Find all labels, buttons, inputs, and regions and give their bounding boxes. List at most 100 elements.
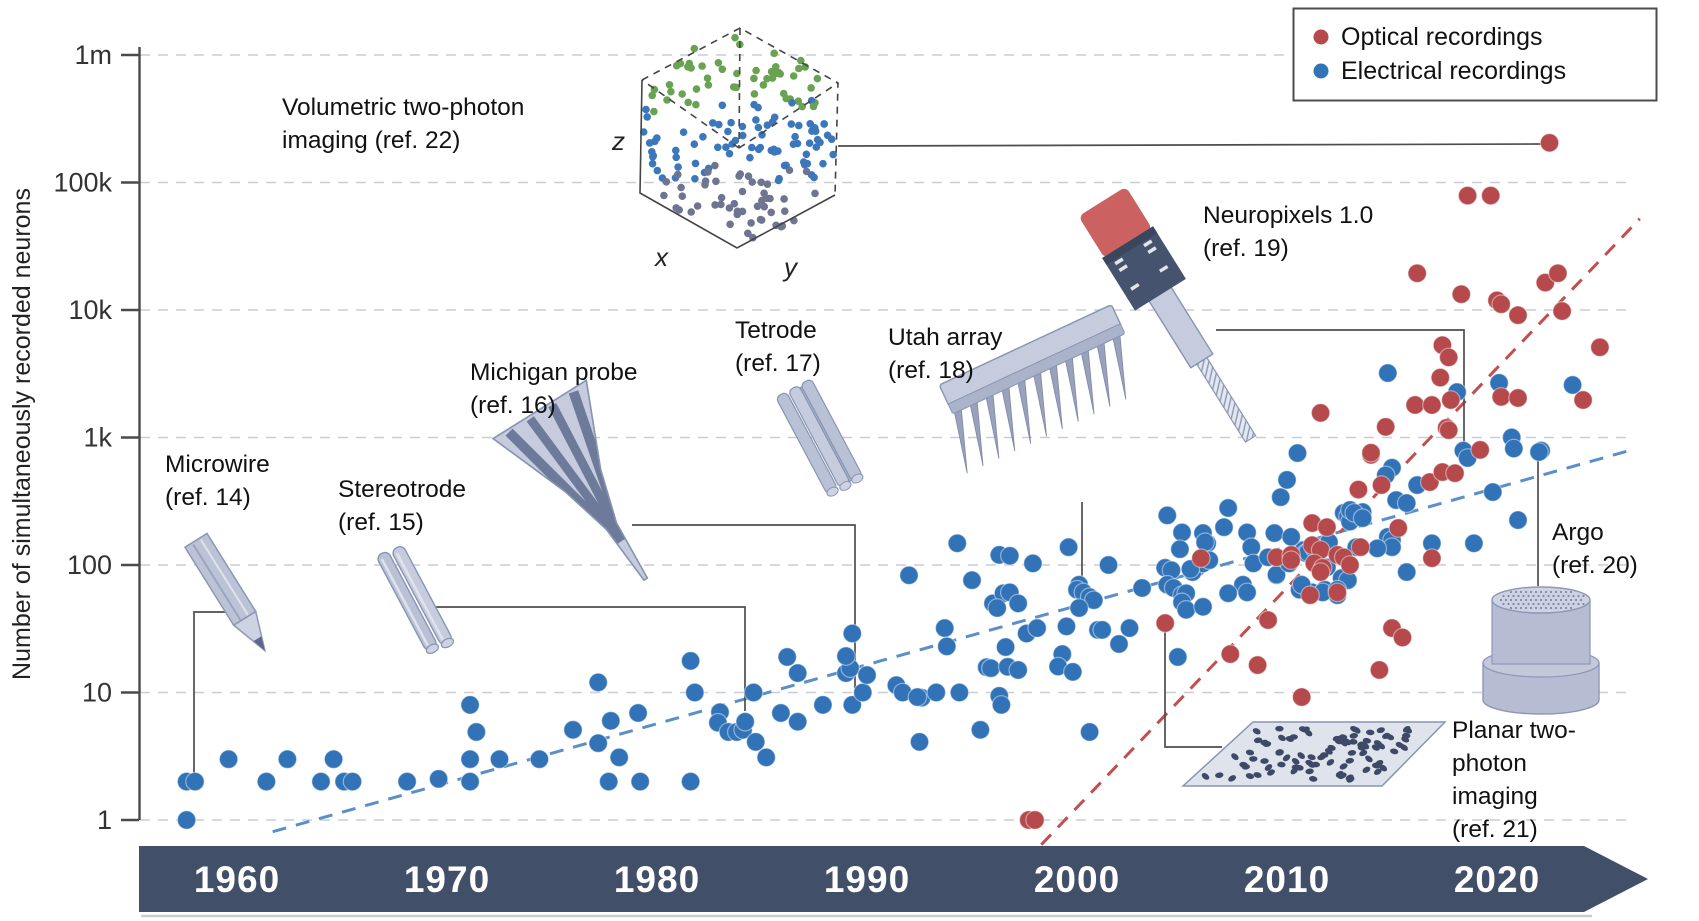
data-point <box>1241 537 1262 557</box>
data-point <box>588 733 608 753</box>
legend-entry-label: Electrical recordings <box>1341 57 1566 85</box>
annotation-connectors <box>193 143 1545 776</box>
data-point <box>1069 598 1089 618</box>
data-point <box>1367 538 1388 559</box>
data-point <box>1438 420 1459 440</box>
data-point <box>1310 562 1331 582</box>
data-point <box>1008 593 1028 614</box>
data-point <box>813 695 833 715</box>
year-label: 2020 <box>1454 859 1540 900</box>
data-point <box>1170 539 1190 559</box>
data-point <box>1300 585 1320 605</box>
data-point <box>1023 553 1043 574</box>
data-point <box>907 687 928 707</box>
data-point <box>563 719 583 740</box>
data-point <box>1027 618 1047 638</box>
data-point <box>1464 533 1484 554</box>
data-point <box>756 747 776 768</box>
data-point <box>909 732 930 752</box>
neuropixels-connector <box>1216 329 1465 444</box>
legend-entry-label: Optical recordings <box>1341 23 1542 51</box>
data-points <box>176 133 1610 830</box>
planar-two-photon-label: imaging <box>1452 783 1538 810</box>
data-point <box>628 703 648 723</box>
data-point <box>1562 375 1583 395</box>
data-point <box>1340 555 1360 575</box>
data-point <box>771 703 791 723</box>
data-point <box>1247 655 1268 675</box>
data-point <box>1388 518 1409 538</box>
data-point <box>1291 687 1312 707</box>
data-point <box>987 598 1007 618</box>
legend-swatch <box>1313 63 1329 79</box>
data-point <box>588 672 608 693</box>
data-point <box>1457 185 1478 206</box>
data-point <box>1277 470 1297 490</box>
year-label: 2010 <box>1244 859 1330 900</box>
data-point <box>1552 301 1572 321</box>
data-point <box>1270 487 1291 507</box>
argo-illustration <box>1482 586 1600 715</box>
data-point <box>1218 583 1238 604</box>
data-point <box>842 623 863 644</box>
data-point <box>1237 582 1257 603</box>
utah-array-illustration <box>939 304 1127 474</box>
cube-y-label: y <box>782 252 799 282</box>
volumetric-two-photon-label: imaging (ref. 22) <box>282 127 460 154</box>
data-point <box>1157 505 1178 526</box>
tetrode-label: Tetrode <box>735 317 817 344</box>
volumetric-two-photon-connector <box>837 143 1545 147</box>
volumetric-two-photon-label: Volumetric two-photon <box>282 94 524 121</box>
data-point <box>995 637 1016 657</box>
data-point <box>428 769 449 789</box>
y-axis: 1m 100k 10k 1k 100 10 1 Number of simultaneousl… <box>8 40 141 835</box>
data-point <box>1438 347 1459 368</box>
data-point <box>787 711 808 732</box>
data-point <box>323 749 344 769</box>
microwire-label: Microwire <box>165 451 270 478</box>
microwire-illustration <box>183 532 267 653</box>
data-point <box>949 682 970 703</box>
data-point <box>1287 443 1308 463</box>
data-point <box>934 618 955 638</box>
data-point <box>836 646 856 666</box>
data-point <box>1281 550 1301 570</box>
data-point <box>970 719 991 740</box>
legend: Optical recordings Electrical recordings <box>1292 7 1658 102</box>
data-point <box>1025 810 1045 830</box>
y-tick-label: 1k <box>83 423 112 453</box>
data-point <box>1310 403 1331 423</box>
data-point <box>842 695 863 715</box>
trend-line <box>1040 217 1641 846</box>
data-point <box>1407 263 1427 284</box>
data-point <box>1483 482 1503 502</box>
data-point <box>1008 660 1028 680</box>
legend-swatch <box>1313 29 1329 45</box>
year-label: 1970 <box>404 859 490 900</box>
data-point <box>609 747 629 768</box>
data-point <box>1590 337 1610 358</box>
data-point <box>1470 440 1490 460</box>
data-point <box>185 771 205 792</box>
data-point <box>1079 722 1100 742</box>
michigan-probe-label: Michigan probe <box>470 359 638 386</box>
utah-array-label: Utah array <box>888 324 1003 351</box>
data-point <box>852 682 873 703</box>
data-point <box>1508 510 1528 530</box>
michigan-probe-label: (ref. 16) <box>470 392 556 419</box>
data-point <box>1191 548 1211 568</box>
data-point <box>1396 562 1417 582</box>
data-point <box>460 749 480 769</box>
data-point <box>1317 517 1337 537</box>
argo-label: Argo <box>1552 519 1604 546</box>
utah-array-label: (ref. 18) <box>888 357 974 384</box>
data-point <box>735 711 755 732</box>
data-point <box>1109 634 1129 654</box>
data-point <box>1392 627 1413 648</box>
data-point <box>745 732 766 752</box>
data-point <box>991 695 1012 715</box>
data-point <box>311 771 331 792</box>
data-point <box>1491 294 1511 314</box>
data-point <box>1176 599 1196 620</box>
